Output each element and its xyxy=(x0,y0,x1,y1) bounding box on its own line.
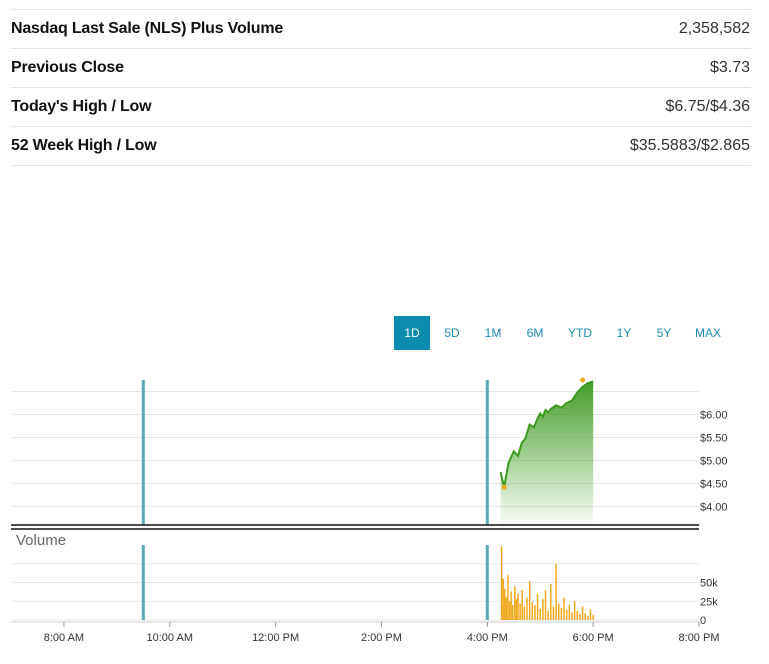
volume-y-axis: 50k 25k 0 xyxy=(700,578,718,628)
volume-bar xyxy=(539,608,541,620)
stat-row-previous-close: Previous Close $3.73 xyxy=(11,49,751,88)
volume-gridlines xyxy=(11,563,699,621)
volume-bar xyxy=(592,614,594,620)
price-volume-chart[interactable]: $6.00 $5.50 $5.00 $4.50 $4.00 Volume 50k 25k 0… xyxy=(0,370,769,664)
time-x-axis: 8:00 AM 10:00 AM 12:00 PM 2:00 PM 4:00 PM 6:0… xyxy=(44,622,720,644)
volume-title: Volume xyxy=(16,532,66,549)
price-markers xyxy=(501,377,586,490)
volume-bar xyxy=(560,608,563,620)
tab-ytd[interactable]: YTD xyxy=(568,326,592,340)
tab-6m[interactable]: 6M xyxy=(526,326,544,340)
stat-row-todays-high-low: Today's High / Low $6.75/$4.36 xyxy=(11,88,751,127)
volume-bar xyxy=(528,581,531,620)
volume-bar xyxy=(581,606,584,620)
x-tick-label: 2:00 PM xyxy=(361,632,402,644)
stat-value: $6.75/$4.36 xyxy=(665,98,750,115)
tab-5d[interactable]: 5D xyxy=(444,326,460,340)
volume-bar xyxy=(584,613,586,620)
volume-bar xyxy=(550,584,552,620)
price-tick-label: $5.00 xyxy=(700,456,728,468)
x-tick-label: 8:00 AM xyxy=(44,632,84,644)
volume-bar xyxy=(576,611,579,620)
price-series-line xyxy=(499,380,594,488)
volume-bar xyxy=(504,588,506,620)
x-tick-label: 10:00 AM xyxy=(147,632,193,644)
volume-bar xyxy=(519,603,521,620)
volume-bar xyxy=(589,609,592,620)
price-tick-label: $4.00 xyxy=(700,502,728,514)
volume-bar xyxy=(511,605,514,620)
session-markers xyxy=(141,380,489,620)
volume-bar xyxy=(565,609,568,620)
volume-bar xyxy=(508,601,511,620)
stat-value: 2,358,582 xyxy=(678,20,750,37)
volume-bar xyxy=(587,615,589,620)
stat-value: $35.5883/$2.865 xyxy=(629,137,750,154)
volume-bar xyxy=(514,586,516,620)
volume-bar xyxy=(500,546,503,620)
stat-label: Today's High / Low xyxy=(11,98,152,115)
tab-max[interactable]: MAX xyxy=(694,326,721,340)
quote-stats-table: Nasdaq Last Sale (NLS) Plus Volume 2,358… xyxy=(11,9,751,166)
x-tick-label: 12:00 PM xyxy=(252,632,299,644)
volume-tick-label: 0 xyxy=(700,615,706,627)
volume-bar xyxy=(579,614,581,620)
x-tick-label: 6:00 PM xyxy=(573,632,614,644)
volume-bar xyxy=(502,578,504,620)
volume-bar xyxy=(505,597,508,620)
tab-1d[interactable]: 1D xyxy=(394,316,430,350)
volume-bar xyxy=(552,606,555,620)
stat-row-nls-volume: Nasdaq Last Sale (NLS) Plus Volume 2,358… xyxy=(11,10,751,49)
volume-bar xyxy=(558,603,560,620)
price-high-marker xyxy=(580,377,586,383)
volume-bar xyxy=(521,590,523,620)
stat-label: Previous Close xyxy=(11,59,124,76)
price-gridlines xyxy=(11,391,699,508)
volume-bar xyxy=(555,563,557,620)
stat-row-52-week-high-low: 52 Week High / Low $35.5883/$2.865 xyxy=(11,127,751,166)
volume-bar xyxy=(547,611,549,620)
stat-value: $3.73 xyxy=(709,59,750,76)
price-tick-label: $4.50 xyxy=(700,479,728,491)
volume-bars xyxy=(500,546,594,620)
tab-1y[interactable]: 1Y xyxy=(616,326,632,340)
tab-5y[interactable]: 5Y xyxy=(656,326,672,340)
volume-bar xyxy=(568,605,571,620)
volume-bar xyxy=(534,605,536,620)
price-y-axis: $6.00 $5.50 $5.00 $4.50 $4.00 xyxy=(700,410,728,514)
volume-bar xyxy=(517,593,519,620)
price-tick-label: $5.50 xyxy=(700,433,728,445)
price-tick-label: $6.00 xyxy=(700,410,728,422)
price-low-marker xyxy=(501,484,507,490)
volume-bar xyxy=(515,599,518,620)
volume-tick-label: 25k xyxy=(700,596,718,608)
volume-bar xyxy=(523,606,526,620)
volume-bar xyxy=(526,597,528,620)
x-tick-label: 8:00 PM xyxy=(679,632,720,644)
tab-1m[interactable]: 1M xyxy=(484,326,502,340)
price-area-fill xyxy=(500,381,594,525)
chart-range-tabs: 1D 5D 1M 6M YTD 1Y 5Y MAX xyxy=(394,316,734,350)
volume-bar xyxy=(507,575,509,620)
x-tick-label: 4:00 PM xyxy=(467,632,508,644)
volume-bar xyxy=(544,590,547,620)
volume-bar xyxy=(573,601,576,620)
volume-bar xyxy=(510,591,512,620)
volume-bar xyxy=(571,612,573,620)
volume-bar xyxy=(542,599,544,620)
volume-bar xyxy=(536,593,539,620)
stat-label: Nasdaq Last Sale (NLS) Plus Volume xyxy=(11,20,284,37)
volume-bar xyxy=(563,597,565,620)
stat-label: 52 Week High / Low xyxy=(11,137,157,154)
volume-tick-label: 50k xyxy=(700,578,718,590)
volume-bar xyxy=(531,602,534,620)
